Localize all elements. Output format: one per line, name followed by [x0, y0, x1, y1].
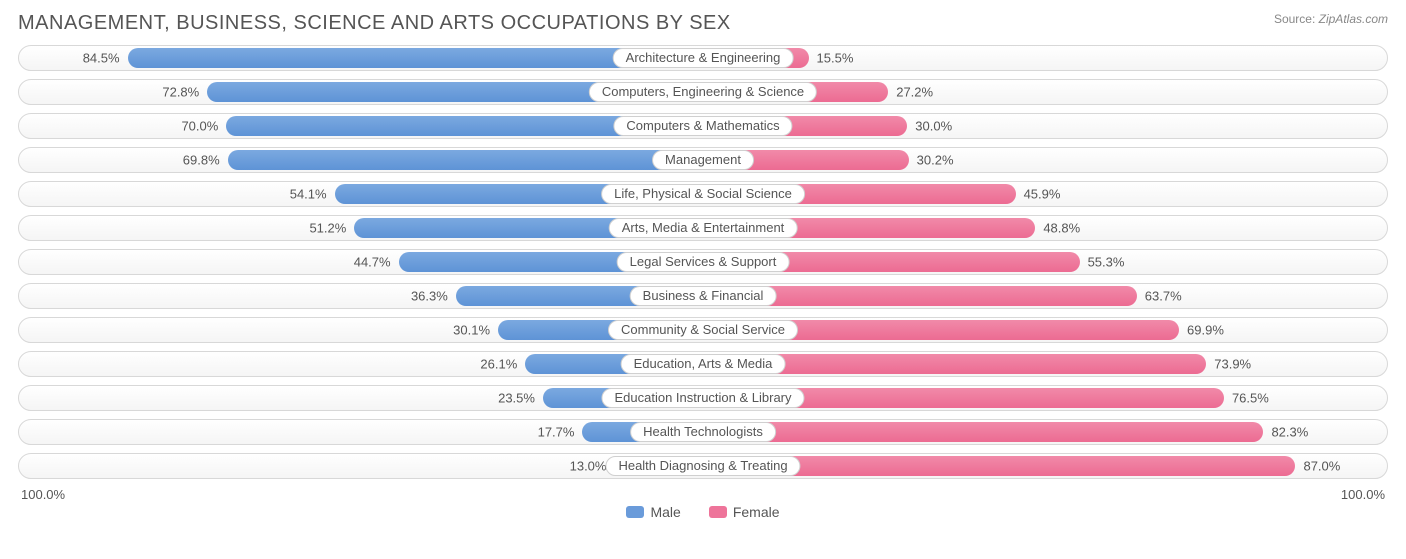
male-value-label: 72.8%: [162, 85, 199, 100]
female-value-label: 63.7%: [1145, 289, 1182, 304]
chart-row: 26.1% 73.9% Education, Arts & Media: [18, 351, 1388, 377]
chart-row: 30.1% 69.9% Community & Social Service: [18, 317, 1388, 343]
x-axis: 100.0% 100.0%: [18, 487, 1388, 502]
category-label: Architecture & Engineering: [613, 48, 794, 68]
female-value-label: 30.0%: [915, 119, 952, 134]
chart-row: 17.7% 82.3% Health Technologists: [18, 419, 1388, 445]
female-value-label: 30.2%: [917, 153, 954, 168]
male-value-label: 17.7%: [538, 425, 575, 440]
male-value-label: 84.5%: [83, 51, 120, 66]
category-label: Management: [652, 150, 754, 170]
legend-female-label: Female: [733, 504, 780, 520]
chart-title: MANAGEMENT, BUSINESS, SCIENCE AND ARTS O…: [18, 12, 731, 35]
male-value-label: 51.2%: [309, 221, 346, 236]
chart-row: 69.8% 30.2% Management: [18, 147, 1388, 173]
category-label: Education, Arts & Media: [621, 354, 786, 374]
male-value-label: 44.7%: [354, 255, 391, 270]
chart-row: 44.7% 55.3% Legal Services & Support: [18, 249, 1388, 275]
male-value-label: 23.5%: [498, 391, 535, 406]
female-value-label: 87.0%: [1303, 459, 1340, 474]
legend-male-label: Male: [650, 504, 680, 520]
category-label: Arts, Media & Entertainment: [609, 218, 798, 238]
female-bar: [703, 422, 1263, 442]
legend: Male Female: [18, 504, 1388, 520]
female-value-label: 76.5%: [1232, 391, 1269, 406]
category-label: Legal Services & Support: [617, 252, 790, 272]
male-bar: [228, 150, 703, 170]
category-label: Life, Physical & Social Science: [601, 184, 805, 204]
male-value-label: 70.0%: [181, 119, 218, 134]
female-value-label: 15.5%: [817, 51, 854, 66]
male-value-label: 54.1%: [290, 187, 327, 202]
male-value-label: 30.1%: [453, 323, 490, 338]
category-label: Education Instruction & Library: [601, 388, 804, 408]
male-value-label: 69.8%: [183, 153, 220, 168]
female-value-label: 82.3%: [1271, 425, 1308, 440]
male-value-label: 36.3%: [411, 289, 448, 304]
male-value-label: 13.0%: [570, 459, 607, 474]
female-value-label: 69.9%: [1187, 323, 1224, 338]
category-label: Business & Financial: [630, 286, 777, 306]
occupations-chart: 84.5% 15.5% Architecture & Engineering 72.8…: [18, 45, 1388, 479]
source-label: Source:: [1274, 12, 1315, 26]
legend-female: Female: [709, 504, 780, 520]
category-label: Health Diagnosing & Treating: [605, 456, 800, 476]
male-value-label: 26.1%: [480, 357, 517, 372]
female-value-label: 27.2%: [896, 85, 933, 100]
female-swatch-icon: [709, 506, 727, 518]
chart-header: MANAGEMENT, BUSINESS, SCIENCE AND ARTS O…: [18, 12, 1388, 35]
category-label: Community & Social Service: [608, 320, 798, 340]
female-value-label: 55.3%: [1088, 255, 1125, 270]
chart-row: 84.5% 15.5% Architecture & Engineering: [18, 45, 1388, 71]
female-value-label: 45.9%: [1024, 187, 1061, 202]
axis-left-label: 100.0%: [21, 487, 65, 502]
axis-right-label: 100.0%: [1341, 487, 1385, 502]
male-swatch-icon: [626, 506, 644, 518]
legend-male: Male: [626, 504, 680, 520]
category-label: Computers, Engineering & Science: [589, 82, 817, 102]
chart-row: 70.0% 30.0% Computers & Mathematics: [18, 113, 1388, 139]
category-label: Health Technologists: [630, 422, 776, 442]
source-attribution: Source: ZipAtlas.com: [1274, 12, 1388, 26]
chart-row: 13.0% 87.0% Health Diagnosing & Treating: [18, 453, 1388, 479]
chart-row: 36.3% 63.7% Business & Financial: [18, 283, 1388, 309]
female-value-label: 73.9%: [1214, 357, 1251, 372]
chart-row: 54.1% 45.9% Life, Physical & Social Scienc…: [18, 181, 1388, 207]
chart-row: 72.8% 27.2% Computers, Engineering & Scien…: [18, 79, 1388, 105]
female-value-label: 48.8%: [1043, 221, 1080, 236]
chart-row: 51.2% 48.8% Arts, Media & Entertainment: [18, 215, 1388, 241]
category-label: Computers & Mathematics: [613, 116, 792, 136]
chart-row: 23.5% 76.5% Education Instruction & Librar…: [18, 385, 1388, 411]
source-site: ZipAtlas.com: [1319, 12, 1388, 26]
